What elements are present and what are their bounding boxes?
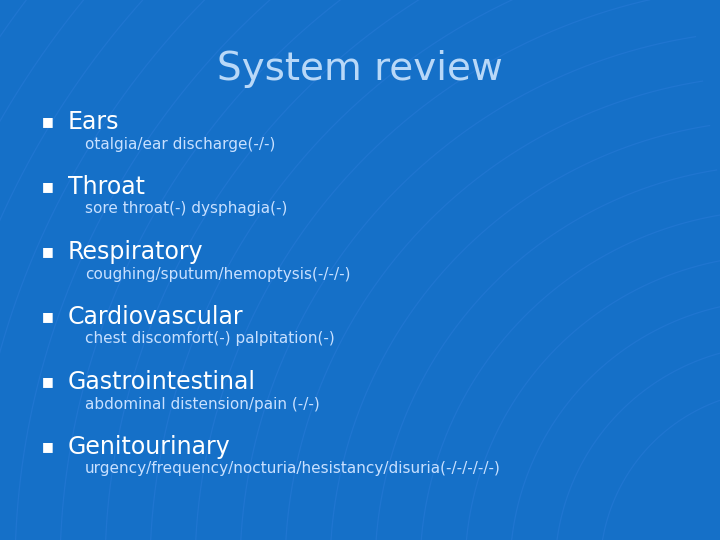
Text: System review: System review <box>217 50 503 88</box>
Text: Cardiovascular: Cardiovascular <box>68 305 243 329</box>
Text: coughing/sputum/hemoptysis(-/-/-): coughing/sputum/hemoptysis(-/-/-) <box>85 267 351 281</box>
Text: ■: ■ <box>42 375 54 388</box>
Text: ■: ■ <box>42 246 54 259</box>
Text: Throat: Throat <box>68 175 145 199</box>
Text: ■: ■ <box>42 116 54 129</box>
Text: ■: ■ <box>42 180 54 193</box>
Text: ■: ■ <box>42 310 54 323</box>
Text: chest discomfort(-) palpitation(-): chest discomfort(-) palpitation(-) <box>85 332 335 347</box>
Text: Genitourinary: Genitourinary <box>68 435 230 459</box>
Text: sore throat(-) dysphagia(-): sore throat(-) dysphagia(-) <box>85 201 287 217</box>
Text: urgency/frequency/nocturia/hesistancy/disuria(-/-/-/-/-): urgency/frequency/nocturia/hesistancy/di… <box>85 462 501 476</box>
Text: Respiratory: Respiratory <box>68 240 204 264</box>
Text: abdominal distension/pain (-/-): abdominal distension/pain (-/-) <box>85 396 320 411</box>
Text: ■: ■ <box>42 441 54 454</box>
Text: Ears: Ears <box>68 110 120 134</box>
Text: otalgia/ear discharge(-/-): otalgia/ear discharge(-/-) <box>85 137 275 152</box>
Text: Gastrointestinal: Gastrointestinal <box>68 370 256 394</box>
